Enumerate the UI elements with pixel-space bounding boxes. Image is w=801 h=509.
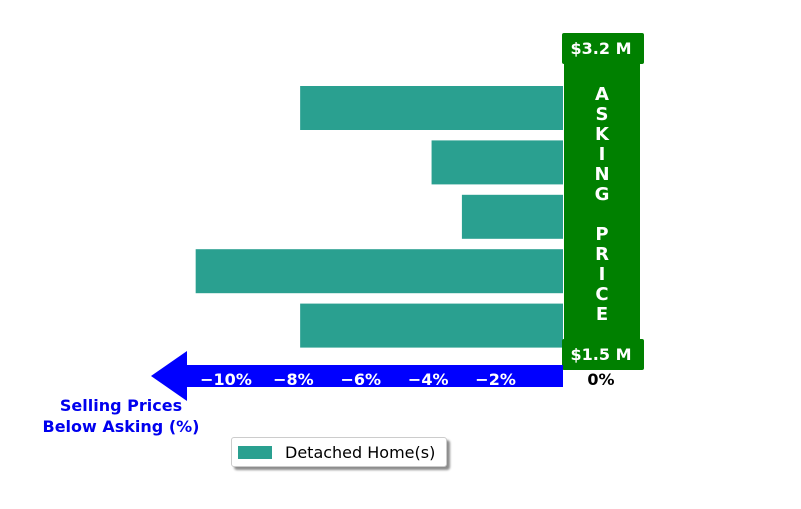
x-axis-title-line1: Selling Prices [60, 396, 182, 415]
legend-swatch [238, 445, 272, 459]
asking-price-letter: K [595, 124, 610, 145]
price-top-tag [562, 33, 644, 64]
asking-price-letter: P [595, 224, 608, 245]
asking-price-letter: N [594, 164, 609, 185]
x-axis-title-line2: Below Asking (%) [43, 417, 200, 436]
legend: Detached Home(s) [231, 437, 447, 467]
bar-5 [300, 303, 563, 348]
price-bottom-label: $1.5 M [571, 345, 632, 364]
x-tick-label: −6% [341, 370, 382, 389]
asking-price-letter: I [599, 144, 606, 165]
bar-4 [195, 249, 564, 294]
legend-label: Detached Home(s) [285, 442, 436, 462]
asking-price-letter: I [599, 264, 606, 285]
asking-price-letter: C [595, 284, 608, 305]
asking-price-letter: A [595, 84, 609, 105]
asking-price-letter: G [595, 184, 610, 205]
asking-price-letter: R [595, 244, 609, 265]
x-axis: −10% −8% −6% −4% −2% 0% [151, 351, 615, 401]
x-tick-label: −2% [475, 370, 516, 389]
x-axis-arrowhead [151, 351, 187, 401]
x-tick-label: −8% [273, 370, 314, 389]
asking-price-letter: S [596, 104, 609, 125]
x-tick-label: −4% [408, 370, 449, 389]
asking-price-letter: E [596, 304, 608, 325]
price-top-label: $3.2 M [571, 39, 632, 58]
bar-3 [461, 194, 563, 239]
bar-1 [300, 86, 563, 130]
x-axis-band [186, 365, 563, 387]
bars-group [195, 86, 564, 348]
price-bottom-tag [562, 339, 644, 370]
x-tick-label: 0% [587, 370, 614, 389]
bar-2 [431, 140, 563, 185]
x-tick-label: −10% [200, 370, 252, 389]
asking-price-column [564, 58, 640, 343]
